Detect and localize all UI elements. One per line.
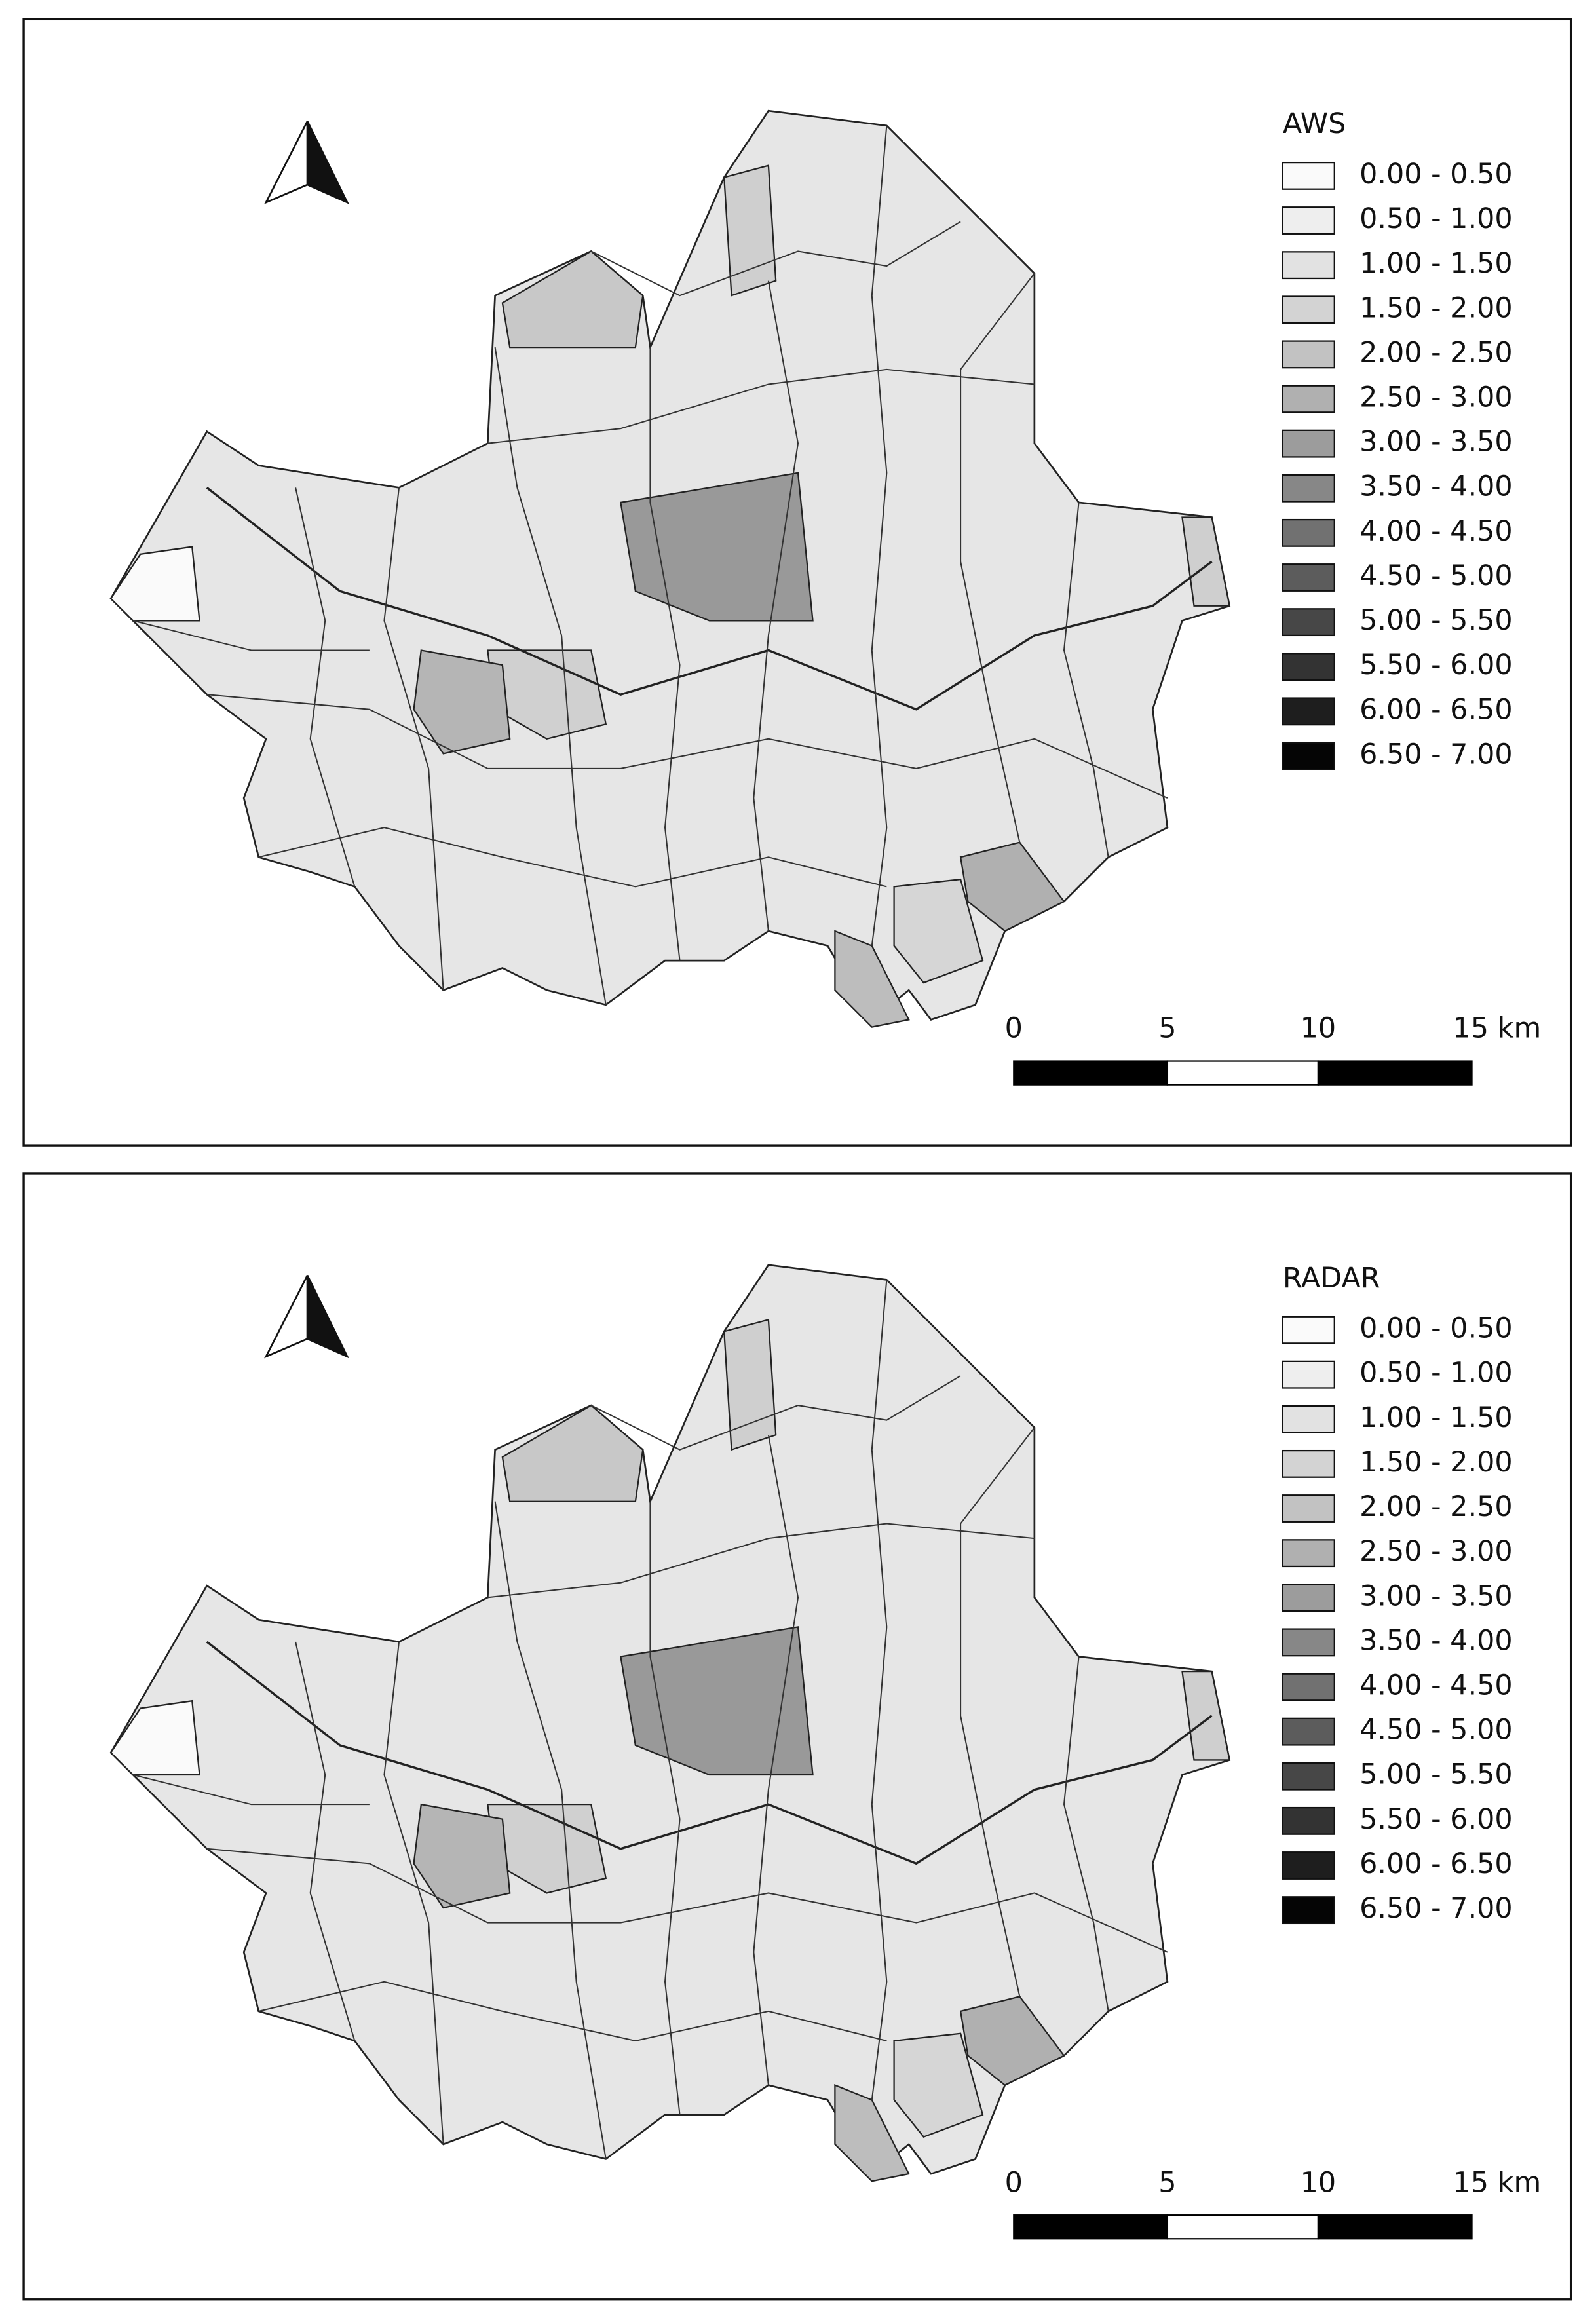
scale-segment — [1317, 2214, 1473, 2240]
legend-label: 5.50 - 6.00 — [1359, 1803, 1512, 1836]
legend-label: 2.00 - 2.50 — [1359, 1490, 1512, 1523]
legend-label: 4.50 - 5.00 — [1359, 1714, 1512, 1747]
legend-swatch — [1282, 1405, 1335, 1433]
legend-label: 0.00 - 0.50 — [1359, 158, 1512, 191]
legend-label: 4.50 - 5.00 — [1359, 560, 1512, 592]
legend-swatch — [1282, 563, 1335, 592]
legend-label: 1.50 - 2.00 — [1359, 1446, 1512, 1479]
legend-swatch — [1282, 697, 1335, 726]
legend-swatch — [1282, 1851, 1335, 1880]
legend-swatch — [1282, 340, 1335, 369]
legend-label: 2.00 - 2.50 — [1359, 336, 1512, 369]
scale-segment — [1013, 1060, 1169, 1086]
legend-swatch — [1282, 295, 1335, 324]
legend-swatch — [1282, 1360, 1335, 1389]
scale-segment — [1166, 1060, 1320, 1086]
legend-label: 6.50 - 7.00 — [1359, 738, 1512, 770]
legend-label: 4.00 - 4.50 — [1359, 1669, 1512, 1702]
legend-label: 5.50 - 6.00 — [1359, 649, 1512, 681]
scale-label: 15 km — [1453, 2166, 1542, 2199]
legend-label: 0.50 - 1.00 — [1359, 1357, 1512, 1390]
legend-label: 3.50 - 4.00 — [1359, 1624, 1512, 1657]
legend-title: AWS — [1283, 107, 1346, 140]
scale-segment — [1166, 2214, 1320, 2240]
legend-swatch — [1282, 1539, 1335, 1568]
scale-label: 5 — [1158, 2166, 1176, 2199]
legend-swatch — [1282, 385, 1335, 413]
legend-label: 6.00 - 6.50 — [1359, 693, 1512, 726]
legend-title: RADAR — [1283, 1262, 1380, 1295]
legend-swatch — [1282, 1449, 1335, 1478]
legend-label: 3.50 - 4.00 — [1359, 470, 1512, 503]
legend-swatch — [1282, 161, 1335, 190]
legend-swatch — [1282, 1896, 1335, 1925]
legend-swatch — [1282, 1806, 1335, 1835]
scale-label: 10 — [1301, 2166, 1337, 2199]
map-panel: AWS 0.00 - 0.50 0.50 - 1.00 1.00 - 1.50 1.50… — [22, 18, 1572, 1147]
legend-label: 2.50 - 3.00 — [1359, 381, 1512, 414]
legend-swatch — [1282, 1762, 1335, 1791]
north-arrow-right — [306, 121, 349, 204]
scale-label: 0 — [1005, 2166, 1023, 2199]
legend-swatch — [1282, 429, 1335, 458]
scale-label: 0 — [1005, 1012, 1023, 1045]
legend-label: 6.50 - 7.00 — [1359, 1892, 1512, 1925]
legend-swatch — [1282, 1316, 1335, 1344]
legend-swatch — [1282, 518, 1335, 547]
legend-label: 5.00 - 5.50 — [1359, 1758, 1512, 1791]
legend-label: 0.50 - 1.00 — [1359, 202, 1512, 235]
scale-segment — [1013, 2214, 1169, 2240]
legend-swatch — [1282, 1673, 1335, 1701]
legend-label: 2.50 - 3.00 — [1359, 1535, 1512, 1568]
legend-swatch — [1282, 1494, 1335, 1523]
legend-label: 5.00 - 5.50 — [1359, 604, 1512, 637]
legend-swatch — [1282, 206, 1335, 235]
legend-swatch — [1282, 653, 1335, 681]
map-panel: RADAR 0.00 - 0.50 0.50 - 1.00 1.00 - 1.50 1.… — [22, 1172, 1572, 2301]
legend-swatch — [1282, 608, 1335, 637]
legend-label: 6.00 - 6.50 — [1359, 1848, 1512, 1880]
legend-swatch — [1282, 1628, 1335, 1657]
legend-label: 3.00 - 3.50 — [1359, 426, 1512, 459]
legend-label: 1.00 - 1.50 — [1359, 1401, 1512, 1434]
north-arrow-right — [306, 1274, 349, 1359]
legend-label: 1.00 - 1.50 — [1359, 247, 1512, 280]
legend-swatch — [1282, 742, 1335, 770]
legend-swatch — [1282, 474, 1335, 503]
legend-label: 4.00 - 4.50 — [1359, 515, 1512, 548]
legend-swatch — [1282, 251, 1335, 280]
legend-swatch — [1282, 1584, 1335, 1612]
legend-swatch — [1282, 1717, 1335, 1746]
legend-label: 1.50 - 2.00 — [1359, 292, 1512, 324]
legend-label: 0.00 - 0.50 — [1359, 1312, 1512, 1345]
scale-segment — [1317, 1060, 1473, 1086]
scale-label: 5 — [1158, 1012, 1176, 1045]
legend-label: 3.00 - 3.50 — [1359, 1580, 1512, 1612]
scale-label: 15 km — [1453, 1012, 1542, 1045]
scale-label: 10 — [1301, 1012, 1337, 1045]
